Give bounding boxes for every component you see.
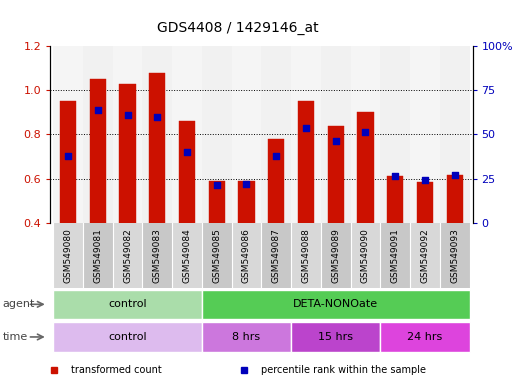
Text: GSM549084: GSM549084 xyxy=(183,228,192,283)
Text: GSM549091: GSM549091 xyxy=(391,228,400,283)
Bar xyxy=(202,322,291,352)
Text: DETA-NONOate: DETA-NONOate xyxy=(293,299,378,310)
Bar xyxy=(172,46,202,223)
Text: GSM549085: GSM549085 xyxy=(212,228,221,283)
Bar xyxy=(202,223,232,288)
Bar xyxy=(112,223,143,288)
Text: GSM549087: GSM549087 xyxy=(272,228,281,283)
Point xyxy=(272,154,280,160)
Bar xyxy=(143,223,172,288)
Bar xyxy=(53,290,202,319)
Text: GSM549083: GSM549083 xyxy=(153,228,162,283)
Bar xyxy=(298,101,314,223)
Bar xyxy=(261,223,291,288)
Bar xyxy=(232,223,261,288)
Bar xyxy=(410,223,440,288)
Text: GSM549093: GSM549093 xyxy=(450,228,459,283)
Bar xyxy=(291,46,321,223)
Text: GSM549090: GSM549090 xyxy=(361,228,370,283)
Bar xyxy=(232,46,261,223)
Bar xyxy=(291,322,380,352)
Bar xyxy=(357,112,374,223)
Text: GSM549088: GSM549088 xyxy=(301,228,310,283)
Text: control: control xyxy=(108,299,147,310)
Bar xyxy=(327,126,344,223)
Text: GSM549092: GSM549092 xyxy=(420,228,429,283)
Bar xyxy=(238,181,254,223)
Point xyxy=(242,181,251,187)
Bar xyxy=(119,84,136,223)
Text: 8 hrs: 8 hrs xyxy=(232,332,260,342)
Text: GSM549081: GSM549081 xyxy=(93,228,102,283)
Bar xyxy=(417,182,433,223)
Point xyxy=(93,107,102,113)
Point xyxy=(212,182,221,188)
Bar xyxy=(410,46,440,223)
Bar xyxy=(321,223,351,288)
Bar xyxy=(149,73,165,223)
Bar xyxy=(387,176,403,223)
Point xyxy=(361,129,370,135)
Text: GSM549086: GSM549086 xyxy=(242,228,251,283)
Text: GSM549082: GSM549082 xyxy=(123,228,132,283)
Bar xyxy=(440,223,469,288)
Bar xyxy=(261,46,291,223)
Bar xyxy=(60,101,76,223)
Text: agent: agent xyxy=(3,299,35,310)
Bar xyxy=(202,46,232,223)
Point xyxy=(153,114,162,120)
Text: control: control xyxy=(108,332,147,342)
Bar xyxy=(268,139,285,223)
Bar xyxy=(172,223,202,288)
Bar xyxy=(380,322,469,352)
Text: 24 hrs: 24 hrs xyxy=(407,332,442,342)
Point xyxy=(450,172,459,178)
Text: transformed count: transformed count xyxy=(71,364,162,375)
Bar xyxy=(440,46,469,223)
Point xyxy=(64,154,72,160)
Point xyxy=(302,125,310,131)
Text: GSM549089: GSM549089 xyxy=(331,228,340,283)
Bar xyxy=(90,79,106,223)
Point xyxy=(332,138,340,144)
Bar xyxy=(53,322,202,352)
Text: time: time xyxy=(3,332,28,342)
Point xyxy=(123,111,131,118)
Point xyxy=(391,173,400,179)
Bar xyxy=(321,46,351,223)
Bar xyxy=(380,223,410,288)
Text: GDS4408 / 1429146_at: GDS4408 / 1429146_at xyxy=(157,21,318,35)
Bar xyxy=(53,223,83,288)
Point xyxy=(421,177,429,183)
Bar xyxy=(447,175,463,223)
Bar xyxy=(83,223,112,288)
Bar xyxy=(202,290,469,319)
Bar xyxy=(291,223,321,288)
Bar xyxy=(351,223,380,288)
Bar xyxy=(112,46,143,223)
Bar xyxy=(209,181,225,223)
Point xyxy=(183,149,191,155)
Bar xyxy=(179,121,195,223)
Text: percentile rank within the sample: percentile rank within the sample xyxy=(261,364,427,375)
Bar xyxy=(380,46,410,223)
Bar xyxy=(83,46,112,223)
Text: GSM549080: GSM549080 xyxy=(63,228,72,283)
Bar xyxy=(143,46,172,223)
Bar xyxy=(53,46,83,223)
Text: 15 hrs: 15 hrs xyxy=(318,332,353,342)
Bar xyxy=(351,46,380,223)
